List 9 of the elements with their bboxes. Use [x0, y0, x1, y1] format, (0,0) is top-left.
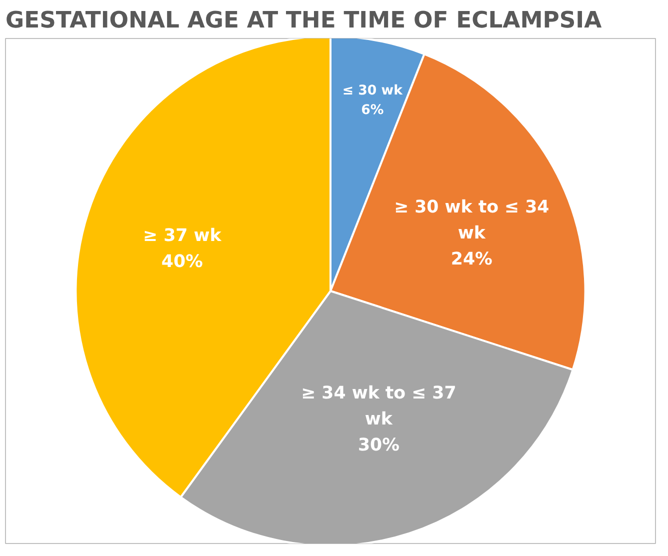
data-label: 30% [358, 436, 400, 456]
data-label: 24% [450, 249, 492, 270]
data-label: 6% [361, 102, 384, 118]
slice-label: ≥ 34 wk to ≤ 37 wk [301, 384, 456, 430]
data-label: 40% [161, 252, 203, 272]
slice-label: ≤ 30 wk [342, 83, 404, 98]
slice-label: ≥ 30 wk to ≤ 34 wk [394, 197, 550, 244]
slice-label: ≥ 37 wk [143, 226, 222, 246]
chart-title: GESTATIONAL AGE AT THE TIME OF ECLAMPSIA [6, 8, 602, 34]
